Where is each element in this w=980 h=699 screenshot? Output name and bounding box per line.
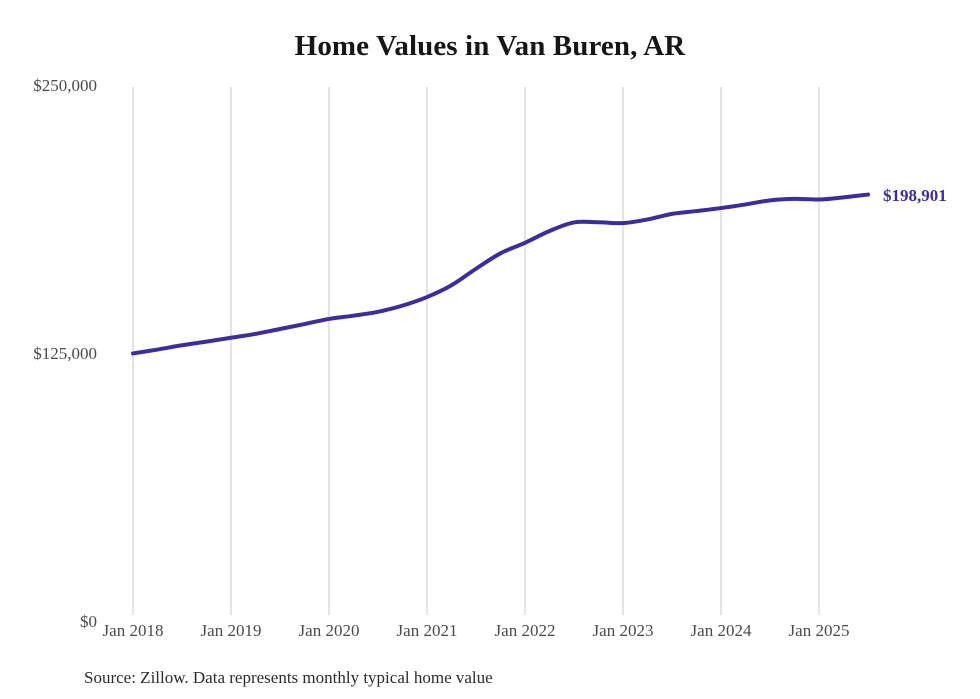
chart-title: Home Values in Van Buren, AR [294,30,686,62]
x-axis-tick-label-jan-2023: Jan 2023 [592,621,654,640]
x-axis-tick-label-jan-2021: Jan 2021 [396,621,458,640]
x-axis-tick-label-jan-2024: Jan 2024 [690,621,752,640]
y-axis-tick-label-125000: $125,000 [33,344,97,363]
x-axis-tick-label-jan-2018: Jan 2018 [102,621,164,640]
x-axis-tick-label-jan-2020: Jan 2020 [298,621,360,640]
y-axis-tick-label-250000: $250,000 [33,76,97,95]
x-axis-tick-label-jan-2019: Jan 2019 [200,621,262,640]
source-note: Source: Zillow. Data represents monthly … [84,668,493,687]
gridlines [132,87,820,615]
end-value-annotation: $198,901 [883,185,947,205]
y-axis-tick-label-0: $0 [80,612,97,631]
x-axis-tick-label-jan-2022: Jan 2022 [494,621,556,640]
x-axis-tick-label-jan-2025: Jan 2025 [788,621,850,640]
data-line-typical-home-value [131,192,870,356]
